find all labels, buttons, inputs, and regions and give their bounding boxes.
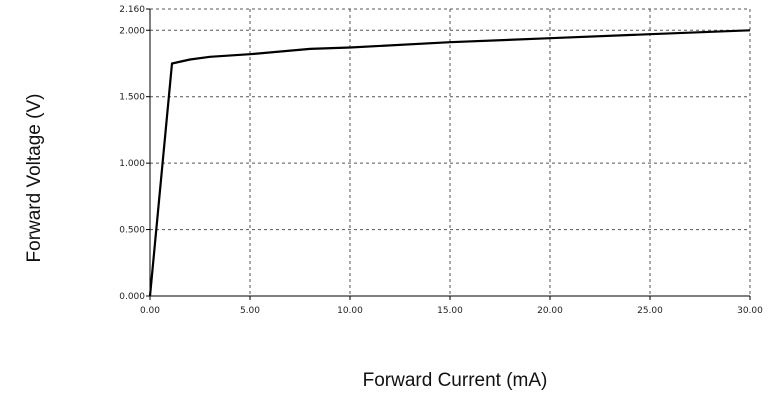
y-tick-label: 1.500 xyxy=(119,93,145,103)
y-tick-label: 2.000 xyxy=(119,26,145,36)
x-tick-label: 15.00 xyxy=(437,306,463,316)
x-axis-title: Forward Current (mA) xyxy=(363,370,548,391)
x-tick-label: 5.00 xyxy=(240,306,260,316)
y-tick-label: 0.000 xyxy=(119,292,145,302)
x-tick-label: 0.00 xyxy=(140,306,160,316)
y-axis-ticks: 0.000 0.500 1.000 1.500 2.000 2.160 xyxy=(119,5,150,302)
y-tick-label: 2.160 xyxy=(119,5,145,15)
x-tick-label: 30.00 xyxy=(737,306,763,316)
x-tick-label: 10.00 xyxy=(337,306,363,316)
x-tick-label: 25.00 xyxy=(637,306,663,316)
x-tick-label: 20.00 xyxy=(537,306,563,316)
y-tick-label: 1.000 xyxy=(119,159,145,169)
y-axis-title: Forward Voltage (V) xyxy=(24,94,45,263)
x-axis-ticks: 0.00 5.00 10.00 15.00 20.00 25.00 30.00 xyxy=(140,296,763,316)
series-layer xyxy=(148,29,751,297)
gridlines xyxy=(150,8,751,296)
series-line xyxy=(148,29,751,297)
y-tick-label: 0.500 xyxy=(119,226,145,236)
